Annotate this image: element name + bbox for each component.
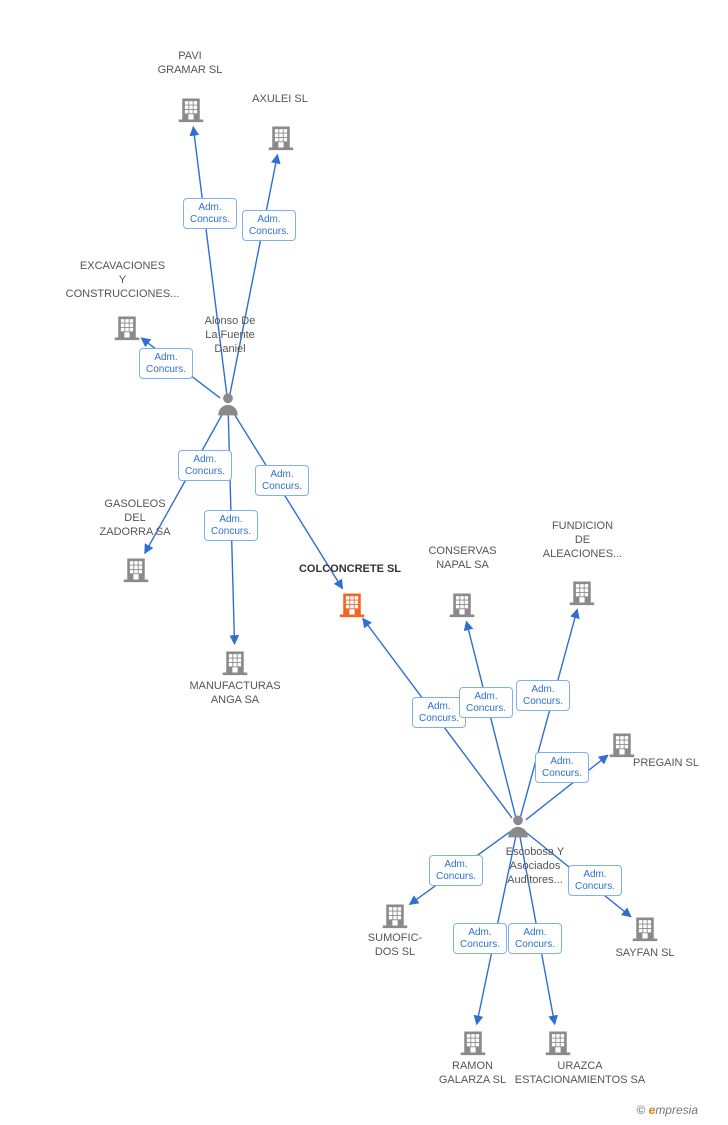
building-icon-sumofic: [381, 901, 409, 929]
edge-label-escobosa-urazca: Adm. Concurs.: [508, 923, 562, 954]
building-icon-pavi: [177, 95, 205, 123]
building-icon-fundicion: [568, 578, 596, 606]
node-label-conservas: CONSERVAS NAPAL SA: [420, 545, 505, 573]
edge-label-escobosa-sayfan: Adm. Concurs.: [568, 865, 622, 896]
node-label-fundicion: FUNDICION DE ALEACIONES...: [535, 520, 630, 561]
edge-label-escobosa-conservas: Adm. Concurs.: [459, 687, 513, 718]
node-label-gasoleos: GASOLEOS DEL ZADORRA SA: [90, 498, 180, 539]
edge-label-alonso-axulei: Adm. Concurs.: [242, 210, 296, 241]
building-icon-ramon: [459, 1028, 487, 1056]
node-label-pregain: PREGAIN SL: [626, 757, 706, 771]
node-label-colcon: COLCONCRETE SL: [290, 563, 410, 577]
edge-label-escobosa-colcon: Adm. Concurs.: [412, 697, 466, 728]
edge-escobosa-conservas: [466, 621, 515, 816]
node-label-sumofic: SUMOFIC- DOS SL: [355, 932, 435, 960]
building-icon-urazca: [544, 1028, 572, 1056]
edge-alonso-axulei: [230, 155, 278, 395]
building-icon-pregain: [608, 730, 636, 758]
building-icon-conservas: [448, 590, 476, 618]
node-label-pavi: PAVI GRAMAR SL: [150, 50, 230, 78]
building-icon-excav: [113, 313, 141, 341]
building-icon-gasoleos: [122, 555, 150, 583]
node-label-excav: EXCAVACIONES Y CONSTRUCCIONES...: [55, 260, 190, 301]
edge-label-alonso-excav: Adm. Concurs.: [139, 348, 193, 379]
node-label-urazca: URAZCA ESTACIONAMIENTOS SA: [500, 1060, 660, 1088]
building-icon-sayfan: [631, 914, 659, 942]
edge-label-escobosa-pregain: Adm. Concurs.: [535, 752, 589, 783]
edge-label-escobosa-sumofic: Adm. Concurs.: [429, 855, 483, 886]
building-icon-colcon: [338, 590, 366, 618]
building-icon-axulei: [267, 123, 295, 151]
node-label-sayfan: SAYFAN SL: [605, 947, 685, 961]
person-icon-alonso: [215, 390, 241, 418]
edge-label-escobosa-ramon: Adm. Concurs.: [453, 923, 507, 954]
node-label-escobosa: Escobosa Y Asociados Auditores...: [490, 846, 580, 887]
person-icon-escobosa: [505, 812, 531, 840]
edge-label-alonso-gasoleos: Adm. Concurs.: [178, 450, 232, 481]
node-label-alonso: Alonso De La Fuente Daniel: [190, 315, 270, 356]
copyright-symbol: ©: [636, 1103, 645, 1117]
building-icon-manuf: [221, 648, 249, 676]
brand-rest: mpresia: [655, 1103, 698, 1117]
edge-label-alonso-colcon: Adm. Concurs.: [255, 465, 309, 496]
copyright: © empresia: [636, 1103, 698, 1117]
node-label-manuf: MANUFACTURAS ANGA SA: [180, 680, 290, 708]
edge-label-alonso-manuf: Adm. Concurs.: [204, 510, 258, 541]
node-label-axulei: AXULEI SL: [240, 93, 320, 107]
edge-label-escobosa-fundicion: Adm. Concurs.: [516, 680, 570, 711]
edge-escobosa-fundicion: [521, 609, 578, 816]
edge-label-alonso-pavi: Adm. Concurs.: [183, 198, 237, 229]
